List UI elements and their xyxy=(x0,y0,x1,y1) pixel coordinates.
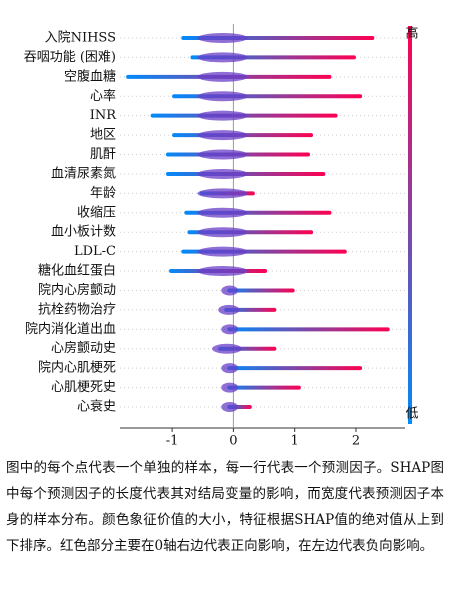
shap-spread xyxy=(227,385,301,390)
shap-density xyxy=(197,227,248,238)
shap-density xyxy=(197,91,248,102)
colorbar-high: 高 xyxy=(405,26,418,42)
x-tick-label: 2 xyxy=(352,434,360,449)
x-tick-label: 1 xyxy=(291,434,299,449)
shap-spread xyxy=(227,288,295,293)
x-tick-label: 0 xyxy=(229,434,237,449)
shap-density xyxy=(212,343,242,354)
feature-label: 空腹血糖 xyxy=(64,68,116,84)
feature-label: 心肌梗死史 xyxy=(51,380,116,395)
feature-label: 血小板计数 xyxy=(51,225,116,240)
caption: 图中的每个点代表一个单独的样本，每一行代表一个预测因子。SHAP图中每个预测因子… xyxy=(6,460,444,554)
shap-density xyxy=(197,110,248,121)
feature-label: 心衰史 xyxy=(77,399,116,415)
shap-density xyxy=(197,207,248,218)
shap-density xyxy=(197,266,248,277)
shap-density xyxy=(221,363,239,374)
shap-density xyxy=(221,402,239,412)
shap-density xyxy=(221,324,239,335)
colorbar-low: 低 xyxy=(405,407,418,422)
feature-label: 糖化血红蛋白 xyxy=(38,263,116,279)
feature-label: 血清尿素氮 xyxy=(51,166,116,181)
feature-label: 心率 xyxy=(90,88,116,104)
shap-density xyxy=(197,168,248,179)
feature-label: 院内消化道出血 xyxy=(25,321,116,337)
feature-label: 吞咽功能 (困难) xyxy=(24,50,116,65)
x-tick-label: -1 xyxy=(166,434,179,449)
feature-label: 肌酐 xyxy=(90,147,116,162)
feature-label: LDL-C xyxy=(74,244,116,259)
feature-label: 抗栓药物治疗 xyxy=(38,302,116,317)
colorbar xyxy=(408,26,412,424)
feature-label: 地区 xyxy=(90,128,116,143)
shap-density xyxy=(197,188,248,199)
shap-density xyxy=(197,52,248,63)
shap-spread xyxy=(227,366,363,371)
feature-label: 年龄 xyxy=(90,186,116,201)
feature-label: 院内心房颤动 xyxy=(38,282,116,298)
shap-density xyxy=(197,130,248,141)
feature-label: 院内心肌梗死 xyxy=(38,360,116,376)
feature-label: 收缩压 xyxy=(77,204,116,220)
shap-density xyxy=(197,246,248,257)
feature-label: INR xyxy=(90,108,118,123)
shap-density xyxy=(197,33,248,43)
shap-density xyxy=(221,382,239,393)
shap-density xyxy=(218,304,240,315)
shap-density xyxy=(221,285,239,296)
shap-density xyxy=(197,149,248,160)
shap-density xyxy=(197,71,248,82)
feature-label: 入院NIHSS xyxy=(45,31,116,46)
feature-label: 心房颤动史 xyxy=(51,340,116,356)
shap-spread xyxy=(227,327,390,332)
